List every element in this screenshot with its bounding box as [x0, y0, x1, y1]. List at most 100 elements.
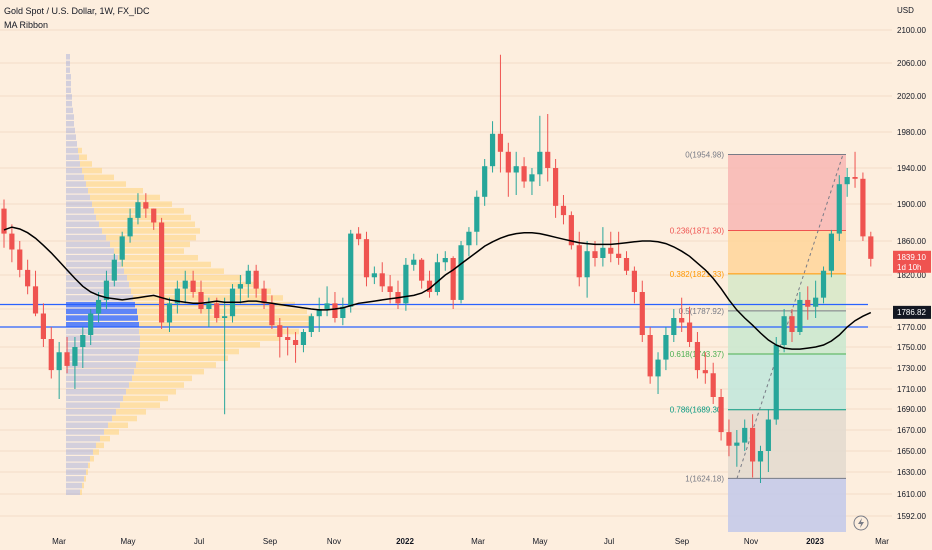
fib-level-label: 1(1624.18) [685, 474, 724, 483]
y-tick-label: 1630.00 [897, 468, 926, 477]
candle-body [797, 299, 803, 332]
candle-body [332, 303, 338, 318]
candle-body [773, 345, 779, 420]
fib-level-label: 0.786(1689.30) [670, 406, 725, 415]
vp-bar-up [90, 194, 160, 201]
vp-bar [66, 248, 114, 254]
vp-bar [66, 100, 72, 107]
vp-bar [66, 395, 123, 402]
vp-bar-up [84, 174, 114, 181]
vp-bar [66, 489, 80, 495]
candle-body [694, 342, 701, 371]
candle-body [324, 303, 330, 309]
horizontal-lines[interactable] [0, 303, 868, 328]
candle-body [190, 280, 196, 292]
candle-body [836, 184, 842, 234]
candle-body [521, 166, 527, 182]
vp-bar [66, 328, 139, 335]
candle-body [269, 303, 275, 326]
candle-body [679, 318, 685, 323]
vp-bar-up [120, 402, 160, 408]
candle-body [363, 239, 370, 278]
candle-body [560, 205, 567, 216]
vp-bar [66, 60, 70, 67]
vp-bar-up [139, 328, 299, 335]
candle-body [356, 233, 362, 240]
candle-body [442, 258, 448, 263]
vp-bar [66, 375, 132, 382]
vp-bar-up [134, 368, 204, 375]
vp-bar-up [82, 482, 84, 489]
vp-bar [66, 342, 140, 348]
vp-bar-up [104, 429, 119, 435]
price-tag-countdown: 1d 10h [897, 263, 921, 272]
vp-bar-up [78, 147, 82, 154]
vp-bar-up [106, 234, 196, 241]
x-tick-label: Jul [604, 537, 614, 546]
vp-bar-up [84, 476, 86, 482]
fib-level-label: 0.236(1871.30) [670, 227, 725, 236]
ma-ribbon [3, 226, 872, 350]
vp-bar-up [138, 355, 228, 361]
vp-bar-up [86, 181, 126, 187]
vp-bar-up [114, 248, 184, 254]
candle-body [765, 419, 771, 451]
candle-body [285, 337, 291, 340]
vp-bar [66, 348, 139, 355]
vp-bar [66, 174, 84, 181]
candle-body [88, 313, 94, 335]
x-tick-label: Mar [875, 537, 889, 546]
candle-body [663, 335, 669, 360]
vp-bar-up [110, 241, 190, 248]
candle-body [860, 178, 866, 237]
candle-body [261, 288, 267, 304]
candle-body [466, 231, 472, 246]
vp-bar-up [86, 469, 88, 475]
vp-bar [66, 275, 127, 281]
candle-body [292, 340, 299, 345]
candle-body [182, 280, 188, 289]
candle-body [553, 168, 559, 206]
y-tick-label: 1610.00 [897, 490, 926, 499]
vp-bar [66, 422, 108, 428]
candle-body [72, 347, 78, 366]
candle-body [742, 427, 748, 443]
vp-bar-up [96, 442, 104, 449]
candle-body [639, 292, 645, 335]
vp-bar [66, 67, 70, 73]
candle-body [568, 215, 574, 246]
candle-body [647, 335, 653, 377]
candle-body [316, 309, 322, 317]
vp-bar [66, 181, 86, 187]
indicator-label[interactable]: MA Ribbon [4, 20, 49, 30]
candle-body [411, 259, 417, 265]
candle-body [781, 316, 787, 345]
vp-bar-up [136, 362, 216, 368]
vp-bar-up [133, 295, 283, 301]
currency-label: USD [897, 6, 914, 15]
candle-body [300, 332, 307, 345]
candle-body [631, 270, 637, 292]
x-tick-label: Sep [263, 537, 278, 546]
vp-bar [66, 415, 112, 422]
vp-bar [66, 87, 71, 93]
candle-body [805, 299, 811, 307]
candle-body [387, 286, 393, 292]
x-tick-label: 2023 [806, 537, 824, 546]
vp-bar [66, 295, 133, 301]
vp-bar-up [129, 382, 184, 388]
vp-bar [66, 268, 124, 274]
vp-bar [66, 368, 134, 375]
candle-body [166, 303, 173, 323]
x-tick-label: Nov [327, 537, 341, 546]
replay-icon[interactable] [853, 515, 869, 531]
candle-body [40, 313, 46, 339]
vp-bar-up [121, 261, 211, 268]
candle-body [103, 280, 110, 300]
fib-band [728, 353, 846, 410]
candle-body [174, 288, 180, 304]
vp-bar [66, 389, 126, 395]
